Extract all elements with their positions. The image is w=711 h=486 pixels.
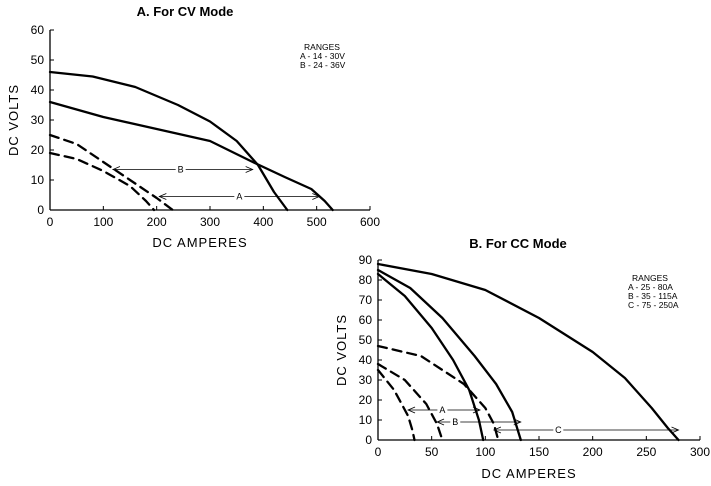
series-line-min-upper	[48, 133, 174, 212]
range-arrowhead-right	[671, 426, 680, 434]
range-label: B	[178, 165, 184, 175]
range-arrowhead-right	[513, 418, 522, 426]
y-tick-label: 40	[31, 83, 45, 97]
x-tick-label: 250	[636, 445, 656, 459]
x-tick-label: 150	[529, 445, 549, 459]
range-arrowhead-right	[472, 406, 481, 414]
y-tick-label: 20	[31, 143, 45, 157]
y-tick-label: 10	[31, 173, 45, 187]
x-tick-label: 100	[475, 445, 495, 459]
range-label: C	[555, 425, 562, 435]
y-tick-label: 30	[31, 113, 45, 127]
range-label-bg	[437, 404, 448, 415]
y-tick-label: 10	[359, 413, 373, 427]
y-tick-label: 0	[37, 203, 44, 217]
series-line-max-upper	[48, 70, 289, 212]
legend-title: RANGES	[304, 42, 340, 52]
y-tick-label: 80	[359, 273, 373, 287]
y-tick-label: 90	[359, 253, 373, 267]
range-label-bg	[175, 163, 186, 175]
x-axis-title: DC AMPERES	[481, 466, 576, 481]
range-label-bg	[553, 424, 564, 435]
range-label-bg	[234, 190, 245, 202]
range-label: B	[452, 417, 458, 427]
y-tick-label: 20	[359, 393, 373, 407]
y-tick-label: 50	[359, 333, 373, 347]
chart-title: A. For CV Mode	[137, 4, 234, 19]
x-tick-label: 400	[253, 215, 273, 229]
x-tick-label: 500	[307, 215, 327, 229]
range-arrowhead-left	[111, 166, 121, 173]
range-label: A	[236, 192, 242, 202]
range-arrowhead-right	[245, 166, 254, 173]
y-tick-label: 70	[359, 293, 373, 307]
series-line-max-B	[376, 268, 522, 442]
x-tick-label: 200	[147, 215, 167, 229]
range-arrowhead-right	[312, 193, 321, 200]
y-tick-label: 30	[359, 373, 373, 387]
series-line-min-lower	[48, 151, 156, 212]
series-line-max-A	[376, 272, 485, 442]
x-axis-title: DC AMPERES	[152, 235, 247, 250]
series-line-max-C	[376, 262, 680, 442]
y-tick-label: 60	[31, 23, 45, 37]
x-tick-label: 300	[200, 215, 220, 229]
x-tick-label: 100	[93, 215, 113, 229]
y-tick-label: 0	[365, 433, 372, 447]
chart-title: B. For CC Mode	[469, 236, 567, 251]
range-arrowhead-left	[158, 193, 167, 200]
legend-entry: A - 14 - 30V	[300, 51, 345, 61]
y-axis-title: DC VOLTS	[334, 314, 349, 386]
cv-mode-chart: A. For CV Mode 0 100 200 300 400 500 600 0 10 20 30…	[6, 4, 380, 250]
legend-entry: B - 24 - 36V	[300, 60, 346, 70]
cc-mode-chart: B. For CC Mode 0 50 100 150 200 250 300 0 10 20 30 4…	[334, 236, 710, 481]
series-line-min-B	[376, 362, 444, 442]
legend-entry: A - 25 - 80A	[628, 282, 673, 292]
y-axis-title: DC VOLTS	[6, 84, 21, 156]
legend-entry: B - 35 - 115A	[628, 291, 678, 301]
range-arrowhead-left	[407, 406, 416, 414]
x-tick-label: 200	[583, 445, 603, 459]
range-label: A	[439, 405, 445, 415]
legend-entry: C - 75 - 250A	[628, 300, 679, 310]
range-label-bg	[450, 416, 461, 427]
y-tick-label: 50	[31, 53, 45, 67]
legend-title: RANGES	[632, 273, 668, 283]
series-line-min-A	[376, 368, 416, 442]
range-arrowhead-left	[436, 418, 445, 426]
x-tick-label: 300	[690, 445, 710, 459]
x-tick-label: 0	[375, 445, 382, 459]
y-tick-label: 40	[359, 353, 373, 367]
x-tick-label: 600	[360, 215, 380, 229]
y-tick-label: 60	[359, 313, 373, 327]
x-tick-label: 50	[425, 445, 439, 459]
x-tick-label: 0	[47, 215, 54, 229]
range-arrowhead-left	[492, 426, 502, 434]
series-line-max-lower	[48, 100, 334, 212]
series-line-min-C	[376, 344, 500, 442]
